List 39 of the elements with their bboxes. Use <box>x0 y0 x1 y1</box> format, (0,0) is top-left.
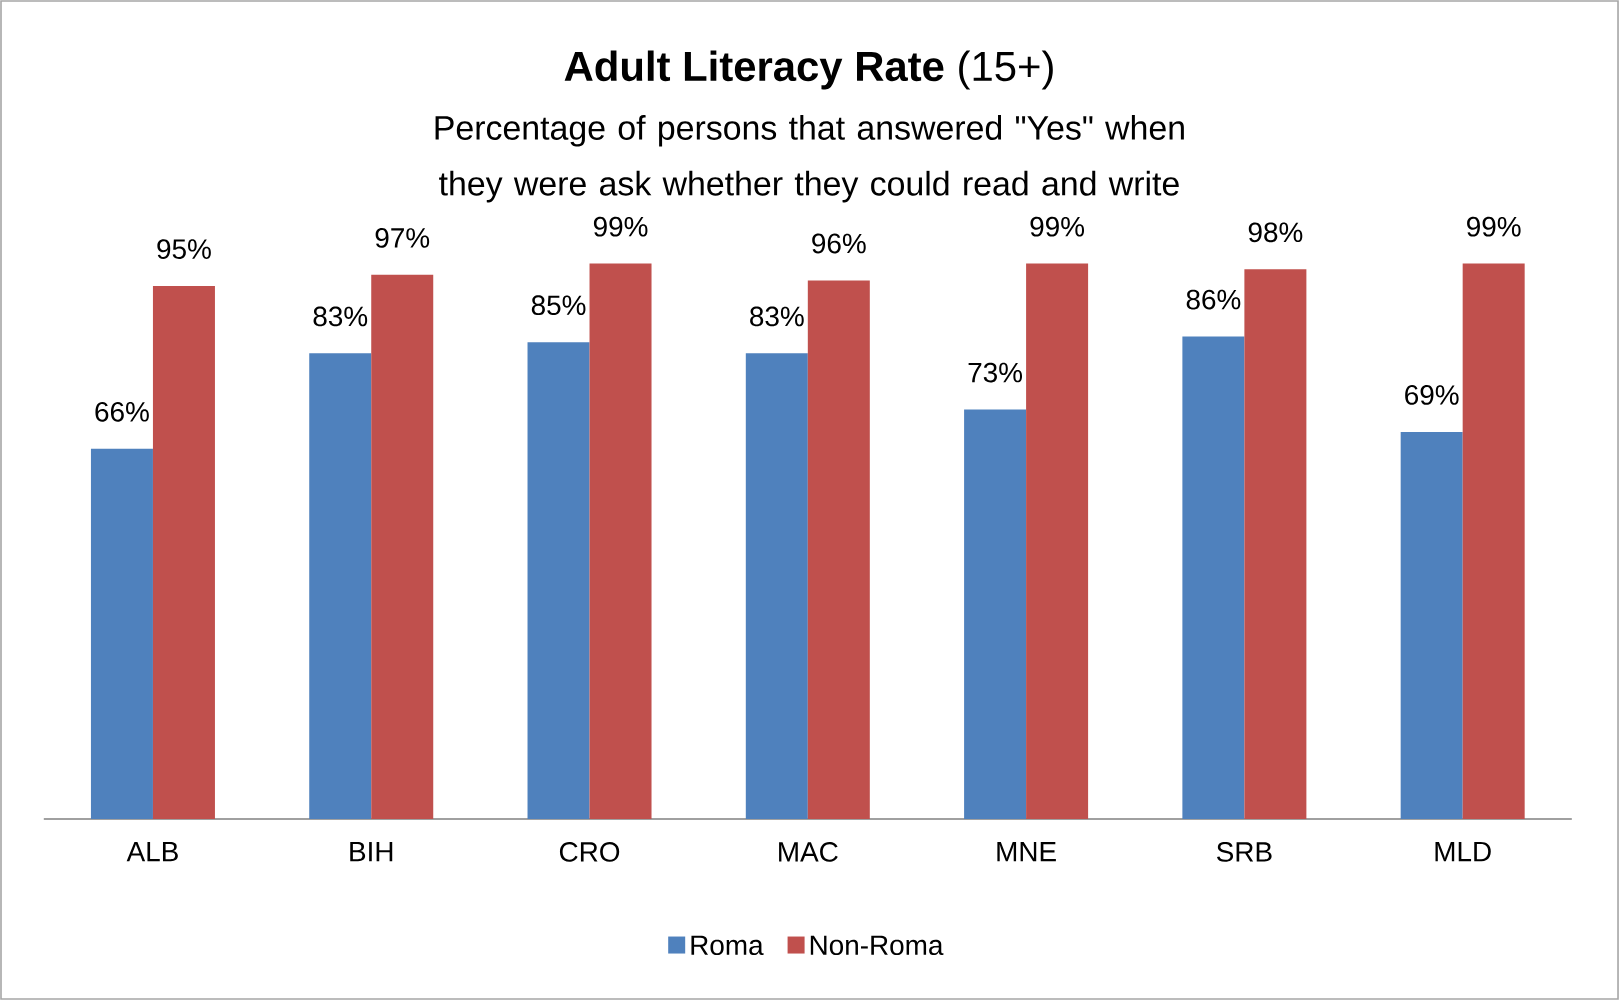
bar <box>309 353 372 819</box>
data-label: 83% <box>750 306 804 327</box>
legend-label: Roma <box>691 935 764 956</box>
data-label: 99% <box>1467 216 1521 237</box>
bar <box>527 342 590 819</box>
data-label: 66% <box>95 401 149 422</box>
x-tick-label: SRB <box>1216 842 1272 862</box>
chart-title: Adult Literacy Rate (15+) <box>564 50 1053 90</box>
x-tick-label: MNE <box>997 842 1056 862</box>
bar <box>1182 336 1245 819</box>
bar <box>1400 431 1463 819</box>
data-label: 95% <box>157 239 211 259</box>
x-tick-label: CRO <box>559 842 620 862</box>
bar <box>964 409 1027 819</box>
data-label: 69% <box>1405 385 1459 405</box>
x-tick-label: MLD <box>1435 842 1491 862</box>
x-tick-label: BIH <box>350 842 393 862</box>
data-label: 83% <box>313 306 368 327</box>
data-label: 98% <box>1248 222 1303 243</box>
data-label: 86% <box>1186 289 1241 310</box>
x-tick-label: ALB <box>126 842 178 862</box>
x-tick-label: MAC <box>779 842 838 862</box>
bar <box>1462 263 1525 819</box>
data-label: 85% <box>531 295 586 316</box>
data-label: 73% <box>968 362 1023 383</box>
data-label: 99% <box>593 216 648 237</box>
bar <box>371 274 434 819</box>
bar <box>807 280 870 819</box>
bar <box>1026 263 1089 819</box>
data-label: 97% <box>375 228 430 248</box>
data-label: 96% <box>812 233 866 254</box>
legend-label: Non-Roma <box>810 935 944 956</box>
bar <box>152 286 215 819</box>
bar <box>745 353 808 819</box>
bar <box>589 263 652 819</box>
bar <box>1244 269 1307 819</box>
data-label: 99% <box>1030 216 1085 237</box>
chart-subtitle: Percentage of persons that answered "Yes" when they were ask whether they could read and write <box>435 115 1184 203</box>
bar <box>90 448 153 819</box>
